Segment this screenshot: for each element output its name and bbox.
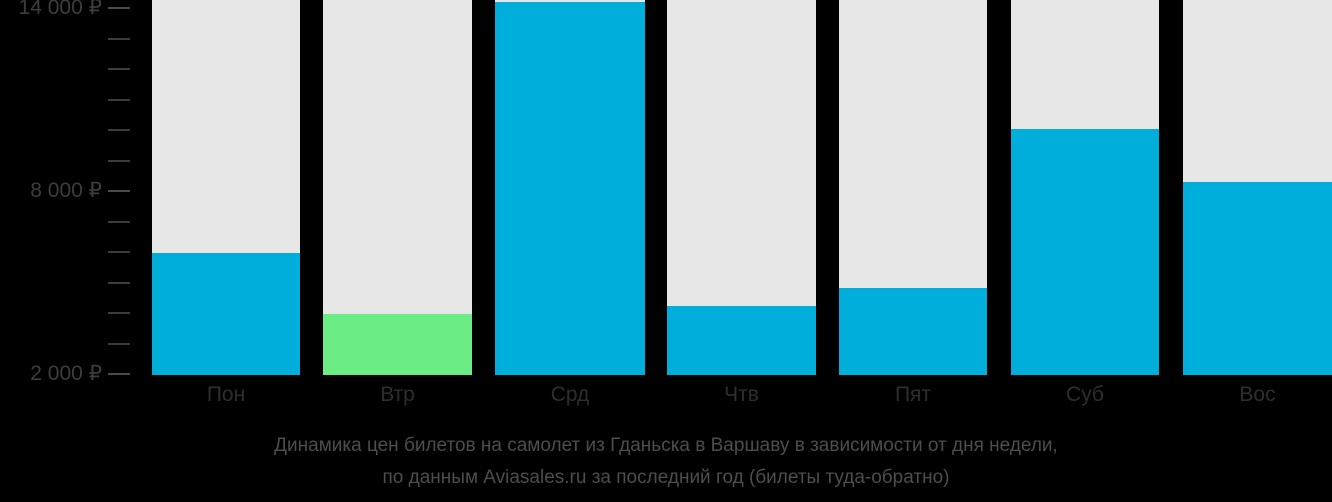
bar-fill-mon (152, 253, 300, 375)
bar-group-sat[interactable] (1011, 0, 1159, 375)
y-tick-minor-13000 (108, 38, 130, 40)
bar-group-fri[interactable] (839, 0, 987, 375)
y-label-8000: 8 000 ₽ (30, 179, 102, 202)
x-label-wed: Срд (550, 383, 590, 406)
plot-area: 14 000 ₽ 8 000 ₽ 2 000 ₽ (0, 0, 1332, 384)
y-tick-minor-7000 (108, 221, 130, 223)
bar-fill-wed (495, 2, 645, 375)
x-label-sun: Вос (1239, 383, 1276, 406)
x-label-mon: Пон (206, 383, 246, 406)
bar-track (323, 0, 472, 375)
bar-fill-sat (1011, 129, 1159, 375)
caption-line-1: Динамика цен билетов на самолет из Гдань… (274, 435, 1058, 456)
x-label-tue: Втр (380, 383, 415, 406)
y-label-2000: 2 000 ₽ (30, 362, 102, 385)
y-tick-major-8000 (108, 190, 130, 192)
bar-fill-fri (839, 288, 987, 375)
x-label-fri: Пят (894, 383, 932, 406)
y-tick-major-14000 (108, 7, 130, 9)
y-tick-minor-5000 (108, 282, 130, 284)
y-tick-minor-3000 (108, 343, 130, 345)
x-label-thu: Чтв (724, 383, 759, 406)
y-tick-minor-12000 (108, 68, 130, 70)
caption-line-2: по данным Aviasales.ru за последний год … (382, 467, 950, 488)
y-tick-minor-4000 (108, 312, 130, 314)
x-axis: Пон Втр Срд Чтв Пят Суб Вос (0, 381, 1332, 415)
bar-group-mon[interactable] (152, 0, 300, 375)
bar-group-sun[interactable] (1183, 0, 1332, 375)
y-tick-major-2000 (108, 373, 130, 375)
y-tick-minor-10000 (108, 129, 130, 131)
x-label-sat: Суб (1066, 383, 1104, 406)
bar-group-thu[interactable] (667, 0, 816, 375)
y-axis: 14 000 ₽ 8 000 ₽ 2 000 ₽ (0, 0, 152, 384)
y-tick-minor-9000 (108, 160, 130, 162)
chart-caption: Динамика цен билетов на самолет из Гдань… (0, 430, 1332, 494)
bar-group-wed[interactable] (495, 0, 645, 375)
bar-fill-tue (323, 314, 472, 375)
y-tick-minor-11000 (108, 99, 130, 101)
y-label-14000: 14 000 ₽ (18, 0, 102, 19)
bar-group-tue[interactable] (323, 0, 472, 375)
bar-fill-thu (667, 306, 816, 375)
y-tick-minor-6000 (108, 251, 130, 253)
bar-fill-sun (1183, 182, 1332, 375)
